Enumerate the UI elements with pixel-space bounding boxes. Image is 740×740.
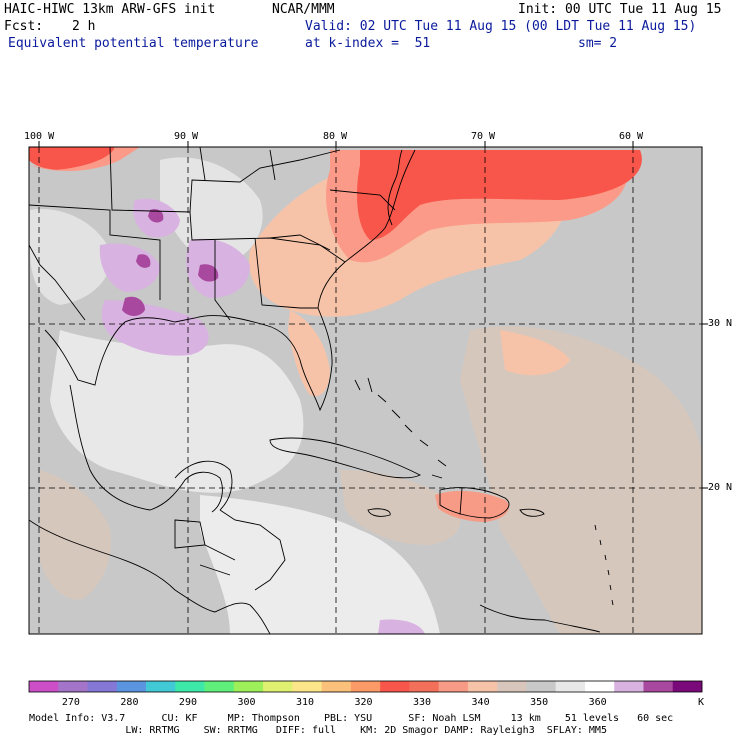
puerto-rico (519, 508, 545, 517)
colorbar-label: 310 (295, 697, 315, 708)
field-tan-atlantic (460, 326, 702, 634)
colorbar-swatch (29, 681, 59, 692)
colorbar-swatch (497, 681, 527, 692)
colorbar-swatch (116, 681, 147, 692)
colorbar-label: 290 (178, 697, 197, 708)
lat-label-20n: 20 N (708, 482, 733, 493)
field-purple-mississippi (186, 238, 250, 298)
organization: NCAR/MMM (272, 2, 335, 17)
mexico-us-border (29, 244, 86, 321)
field-light-central-america (200, 495, 440, 634)
field-purple-south (378, 619, 425, 634)
colorbar-swatch (643, 681, 674, 692)
tick-marks (38, 141, 708, 489)
colorbar-swatch (146, 681, 176, 692)
field-warm-atlantic-stripes (500, 330, 570, 376)
colorbar-swatch (175, 681, 205, 692)
field-light-interior (160, 157, 263, 265)
colorbar-swatch (233, 681, 264, 692)
field-warm-core (357, 150, 642, 240)
field-tan-caribbean (340, 470, 461, 545)
colorbar-swatch (58, 681, 88, 692)
central-america (174, 509, 286, 634)
us-state-line-3 (29, 204, 161, 300)
colorbar-swatch (409, 681, 439, 692)
lon-label-60w: 60 W (619, 131, 644, 142)
model-title: HAIC-HIWC 13km ARW-GFS init (4, 2, 216, 17)
colorbar-swatch (380, 681, 410, 692)
colorbar-label: 340 (471, 697, 490, 708)
colorbar (28, 680, 703, 693)
field-tan-mexico (40, 470, 111, 600)
yucatan (174, 460, 233, 511)
map-frame (28, 146, 703, 635)
colorbar-swatch (672, 681, 703, 692)
us-gulf-coast (44, 307, 333, 412)
hispaniola (439, 487, 510, 519)
lat-label-30n: 30 N (708, 318, 733, 329)
colorbar-swatch (321, 681, 352, 692)
us-state-line-5 (269, 189, 396, 251)
field-name: Equivalent potential temperature (8, 36, 259, 51)
colorbar-swatch (204, 681, 235, 692)
colorbar-swatch (87, 681, 118, 692)
init-time: Init: 00 UTC Tue 11 Aug 15 (518, 2, 722, 17)
colorbar-label: 320 (354, 697, 373, 708)
south-america-coast (479, 604, 601, 633)
colorbar-swatch (263, 681, 293, 692)
graticule (29, 147, 702, 634)
field-warm-florida (288, 310, 330, 397)
colorbar-swatch (555, 681, 586, 692)
colorbar-swatch (614, 681, 644, 692)
vertical-level: at k-index = 51 (305, 36, 431, 51)
us-atlantic-coast (317, 149, 416, 309)
colorbar-swatch (467, 681, 498, 692)
lesser-antilles (594, 524, 614, 606)
field-warm-northwest-low (29, 147, 140, 172)
mexico-pacific-coast (29, 519, 176, 591)
colorbar-swatch (584, 681, 615, 692)
field-light-texas (30, 209, 111, 305)
chesapeake (387, 149, 403, 226)
field-deep-purple-2 (198, 264, 219, 282)
field-light-gulf (50, 330, 304, 493)
model-info-line-1: Model Info: V3.7 CU: KF MP: Thompson PBL… (29, 713, 674, 724)
us-state-line-6 (199, 147, 276, 181)
lon-label-70w: 70 W (471, 131, 496, 142)
model-info-line-2: LW: RRTMG SW: RRTMG DIFF: full KM: 2D Sm… (29, 725, 607, 736)
colorbar-label: 270 (61, 697, 80, 708)
field-deep-purple-4 (136, 254, 151, 268)
colorbar-swatch (526, 681, 556, 692)
central-america-borders (174, 519, 236, 576)
field-warm-hispaniola (435, 490, 509, 522)
lon-label-90w: 90 W (174, 131, 199, 142)
colorbar-swatch (438, 681, 469, 692)
valid-time: Valid: 02 UTC Tue 11 Aug 15 (00 LDT Tue … (305, 19, 697, 34)
forecast-label: Fcst: (4, 19, 44, 34)
colorbar-label: 360 (588, 697, 607, 708)
lon-label-80w: 80 W (323, 131, 348, 142)
colorbar-label: 300 (237, 697, 256, 708)
us-state-line-2 (189, 149, 341, 213)
colorbar-label: 280 (120, 697, 139, 708)
field-deep-purple-1 (122, 296, 145, 316)
theta-e-field (29, 147, 702, 634)
colorbar-outline (28, 680, 703, 693)
colorbar-units: K (698, 697, 705, 708)
lon-label-100w: 100 W (24, 131, 55, 142)
us-state-line-4 (214, 237, 318, 321)
cuba (269, 437, 422, 479)
jamaica (367, 508, 391, 517)
field-deep-purple-3 (148, 209, 164, 223)
smoothing: sm= 2 (578, 36, 618, 51)
colorbar-label: 330 (413, 697, 432, 708)
colorbar-swatch (350, 681, 381, 692)
forecast-hour: 2 h (72, 19, 96, 34)
bahamas (354, 377, 447, 479)
mexico-gulf-coast (69, 384, 223, 513)
colorbar-label: 350 (530, 697, 549, 708)
colorbar-swatch (292, 681, 322, 692)
coastlines (29, 147, 614, 634)
